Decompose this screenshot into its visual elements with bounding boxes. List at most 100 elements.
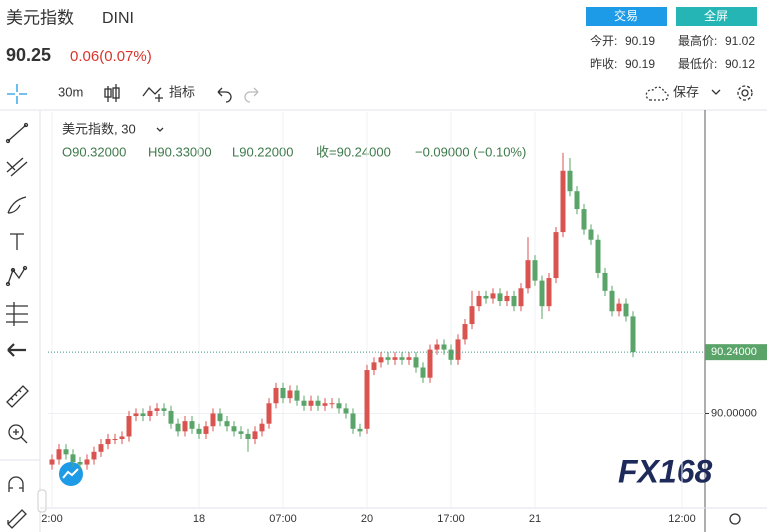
candle-body [623, 303, 629, 317]
candle-body [441, 344, 447, 350]
candle-body [217, 413, 223, 422]
redo-icon [244, 87, 259, 103]
settings-icon[interactable] [737, 85, 753, 101]
indicator[interactable]: 指标 [169, 84, 195, 99]
candle-body [574, 191, 580, 210]
candle-body [588, 229, 594, 240]
fullscreen-button[interactable] [676, 7, 757, 26]
candle-body [455, 339, 461, 360]
legend-low: L90.22000 [232, 144, 293, 159]
candle-body [238, 431, 244, 434]
crosshair-icon[interactable] [7, 84, 27, 104]
candle-body [308, 400, 314, 406]
candle-body [203, 426, 209, 434]
candle-body [49, 459, 55, 465]
symbol-name: 美元指数 [6, 8, 74, 27]
legend-change: −0.09000 (−0.10%) [415, 144, 526, 159]
candle-body [147, 410, 153, 417]
candle-body [280, 387, 286, 399]
candle-body [266, 403, 272, 424]
x-tick-label: 18 [193, 513, 205, 525]
candle-body [322, 403, 328, 406]
x-tick-label: 20 [361, 513, 373, 525]
candle-body [434, 344, 440, 350]
candle-body [392, 357, 398, 360]
candle-body [91, 451, 97, 460]
settings-icon-core [741, 89, 749, 97]
last-price-label: 90.24000 [711, 346, 757, 358]
candle-body [63, 449, 69, 455]
legend-high: H90.33000 [148, 144, 212, 159]
y-tick-label: 90.00000 [711, 407, 757, 419]
candle-body [168, 410, 174, 424]
legend-symbol: 美元指数, 30 [62, 121, 136, 136]
candle-body [154, 408, 160, 411]
save-menu-icon[interactable] [711, 89, 721, 95]
x-tick-label: 17:00 [437, 513, 465, 525]
candle-body [196, 428, 202, 434]
candle-body [609, 290, 615, 312]
trade-button[interactable] [586, 7, 667, 26]
candle-body [413, 357, 419, 368]
candle-body [56, 449, 62, 460]
interval[interactable]: 30m [58, 84, 83, 99]
drawing-tools[interactable] [5, 122, 29, 529]
undo-icon[interactable] [217, 87, 232, 103]
plot: 2:00 18 07:00 20 17:00 21 12:00 90.00000 90.2400… [41, 112, 767, 525]
candle-body [518, 288, 524, 307]
save[interactable]: 保存 [673, 84, 699, 99]
stat-label: 昨收: [590, 57, 617, 71]
cloud-icon[interactable] [645, 86, 669, 101]
candle-body [112, 439, 118, 441]
stat-label: 最高价: [678, 33, 717, 48]
candle-body [476, 295, 482, 307]
candle-body [525, 260, 531, 289]
x-tick-label: 21 [529, 513, 541, 525]
tools-toggle[interactable] [37, 489, 47, 513]
candle-body [427, 349, 433, 378]
candle-type-icon[interactable] [104, 84, 120, 102]
stat-value: 91.02 [725, 34, 755, 48]
candle-body [462, 324, 468, 340]
candle-body [133, 413, 139, 417]
fullscreen-button-label[interactable]: 全屏 [704, 8, 728, 23]
candle-body [259, 423, 265, 432]
candle-body [231, 426, 237, 432]
candle-body [329, 403, 335, 405]
candle-body [70, 454, 76, 463]
candle-body [385, 357, 391, 360]
axis-settings-icon[interactable] [729, 513, 741, 525]
stat-label: 今开: [590, 33, 617, 48]
x-tick-label: 07:00 [269, 513, 297, 525]
candle-body [406, 357, 412, 360]
candle-body [420, 367, 426, 378]
candle-body [602, 272, 608, 291]
stat-label: 最低价: [678, 57, 717, 71]
candle-body [560, 170, 566, 233]
candle-body [539, 280, 545, 307]
candle-body [490, 293, 496, 299]
last-price-tag [705, 344, 767, 361]
candle-body [273, 387, 279, 404]
candle-body [483, 295, 489, 299]
candle-body [98, 444, 104, 452]
candle-body [182, 421, 188, 432]
candle-body [126, 416, 132, 437]
candle-body [224, 421, 230, 427]
candle-body [294, 390, 300, 401]
legend-close: 收=90.24000 [316, 144, 391, 159]
stat-value: 90.19 [625, 34, 655, 48]
stat-value: 90.12 [725, 57, 755, 71]
trade-button-label[interactable]: 交易 [614, 8, 638, 23]
indicator-icon[interactable] [142, 87, 163, 102]
candle-body [140, 413, 146, 417]
price: 90.25 [6, 45, 51, 65]
candle-body [511, 295, 517, 307]
watermark: FX168 [618, 453, 712, 489]
candle-body [553, 232, 559, 279]
candle-body [189, 421, 195, 429]
candle-body [532, 260, 538, 281]
legend-chevron[interactable] [156, 127, 164, 132]
candle-body [581, 209, 587, 230]
x-tick-label: 2:00 [41, 513, 62, 525]
